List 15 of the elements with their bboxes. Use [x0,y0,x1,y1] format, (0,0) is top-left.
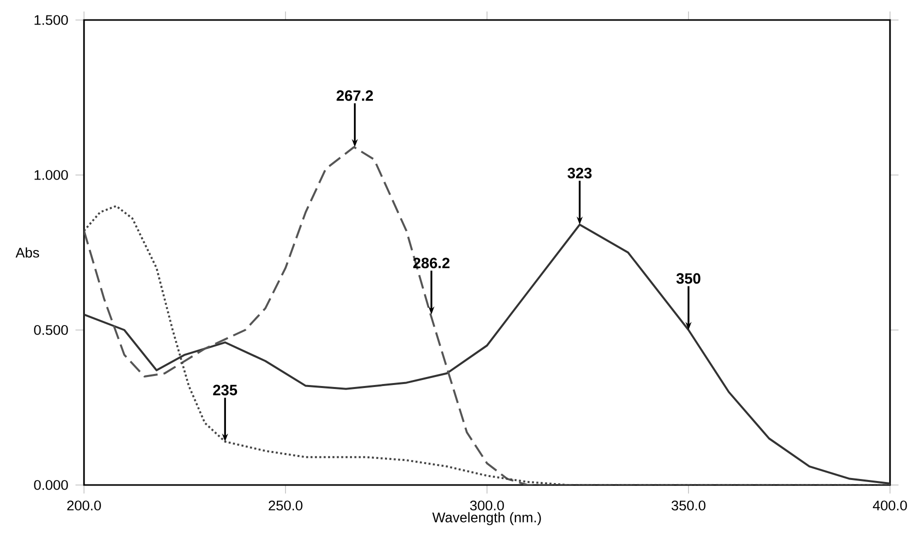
x-tick-label: 300.0 [470,500,504,510]
x-tick-label: 350.0 [672,500,706,510]
annotation: 323 [568,168,592,178]
annotation: 267.2 [336,90,373,101]
x-tick-label: 400.0 [872,500,907,510]
y-axis-title: Abs [16,247,40,258]
y-tick-label: 0.000 [34,480,68,490]
x-axis-title: Wavelength (nm.) [432,512,541,526]
annotation: 350 [676,273,700,284]
y-tick-label: 1.000 [34,170,68,180]
y-tick-label: 1.500 [34,15,68,25]
x-tick-label: 250.0 [268,500,302,510]
y-tick-label: 0.500 [34,325,68,335]
annotation: 235 [213,384,238,396]
x-tick-label: 200.0 [67,500,101,510]
